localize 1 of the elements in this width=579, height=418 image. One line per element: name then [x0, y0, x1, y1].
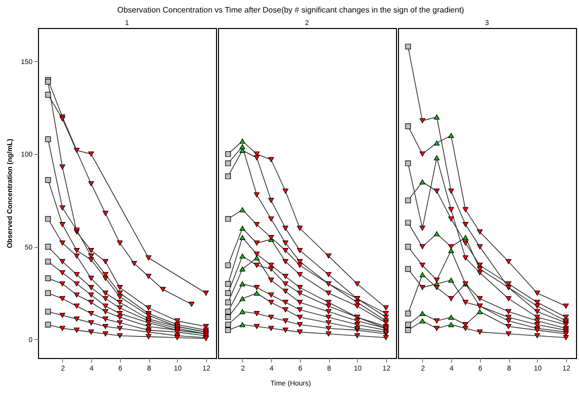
text: Observation Concentration vs Time after Dose(by # significant changes in the sign of the gradient)	[117, 6, 464, 14]
